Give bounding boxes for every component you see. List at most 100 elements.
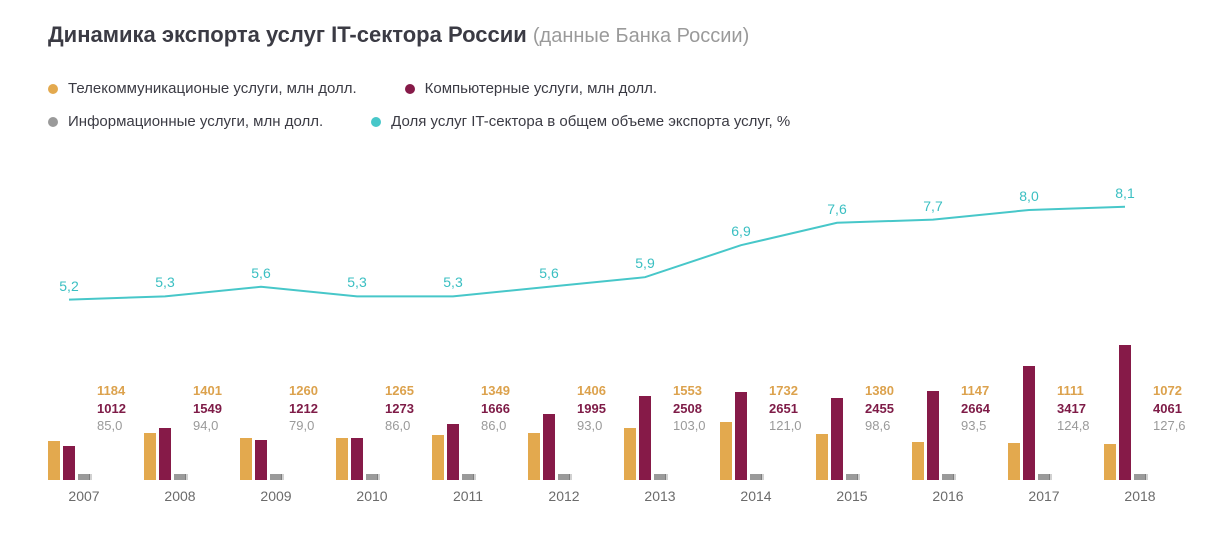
bar: [270, 474, 282, 480]
bar: [432, 435, 444, 480]
bar: [366, 474, 378, 480]
bar: [528, 433, 540, 480]
val-comp: 1273: [385, 401, 414, 417]
bar: [831, 398, 843, 480]
bar: [558, 474, 570, 480]
year-col: 1184101285,02007: [48, 178, 144, 504]
dot-icon: [405, 84, 415, 94]
year-label: 2018: [1092, 488, 1188, 504]
year-col: 1401154994,02008: [144, 178, 240, 504]
year-label: 2010: [324, 488, 420, 504]
year-col: 1380245598,62015: [816, 178, 912, 504]
val-comp: 2664: [961, 401, 990, 417]
share-label: 8,0: [1019, 188, 1038, 204]
year-col: 11113417124,82017: [1008, 178, 1104, 504]
title-main: Динамика экспорта услуг IT-сектора Росси…: [48, 22, 527, 47]
dot-icon: [371, 117, 381, 127]
chart-area: 1184101285,020075,21401154994,020085,312…: [48, 178, 1204, 504]
year-col: 15532508103,02013: [624, 178, 720, 504]
year-label: 2008: [132, 488, 228, 504]
bar: [351, 438, 363, 480]
value-labels: 1184 101285,0: [97, 383, 126, 434]
bar: [720, 422, 732, 480]
year-col: 1406199593,02012: [528, 178, 624, 504]
val-comp: 1212: [289, 401, 318, 417]
bar: [447, 424, 459, 480]
year-label: 2015: [804, 488, 900, 504]
val-info: 124,8: [1057, 418, 1090, 434]
legend-share: Доля услуг IT-сектора в общем объеме экс…: [371, 113, 790, 130]
year-label: 2017: [996, 488, 1092, 504]
bar: [816, 434, 828, 480]
title-sub: (данные Банка России): [533, 25, 749, 47]
val-telecom: 1111: [1057, 383, 1090, 399]
bar: [750, 474, 762, 480]
legend-comp: Компьютерные услуги, млн долл.: [405, 80, 657, 97]
value-labels: 1260121279,0: [289, 383, 318, 434]
bar: [927, 391, 939, 480]
val-info: 103,0: [673, 418, 706, 434]
val-comp: 2651: [769, 401, 802, 417]
legend: Телекоммуникационые услуги, млн долл. Ко…: [48, 80, 1048, 146]
year-label: 2014: [708, 488, 804, 504]
year-label: 2012: [516, 488, 612, 504]
legend-telecom: Телекоммуникационые услуги, млн долл.: [48, 80, 357, 97]
share-label: 5,9: [635, 255, 654, 271]
legend-label: Информационные услуги, млн долл.: [68, 113, 323, 130]
val-comp: 1549: [193, 401, 222, 417]
year-label: 2011: [420, 488, 516, 504]
value-labels: 1147266493,5: [961, 383, 990, 434]
val-info: 98,6: [865, 418, 894, 434]
value-labels: 1401 154994,0: [193, 383, 222, 434]
legend-label: Телекоммуникационые услуги, млн долл.: [68, 80, 357, 97]
val-comp: 1666: [481, 401, 510, 417]
val-info: 86,0: [385, 418, 414, 434]
value-labels: 15532508103,0: [673, 383, 706, 434]
year-col: 1260121279,02009: [240, 178, 336, 504]
dot-icon: [48, 84, 58, 94]
share-label: 8,1: [1115, 185, 1134, 201]
year-col: 1147266493,52016: [912, 178, 1008, 504]
bar: [144, 433, 156, 480]
bar: [63, 446, 75, 480]
year-label: 2016: [900, 488, 996, 504]
bar: [462, 474, 474, 480]
val-telecom: 1260: [289, 383, 318, 399]
chart-title: Динамика экспорта услуг IT-сектора Росси…: [48, 22, 749, 48]
bar: [1134, 474, 1146, 480]
val-telecom: 1732: [769, 383, 802, 399]
share-label: 5,2: [59, 278, 78, 294]
legend-info: Информационные услуги, млн долл.: [48, 113, 323, 130]
share-label: 6,9: [731, 223, 750, 239]
bar: [336, 438, 348, 480]
val-comp: 4061: [1153, 401, 1186, 417]
share-label: 7,7: [923, 198, 942, 214]
val-telecom: 1265: [385, 383, 414, 399]
val-comp: 3417: [1057, 401, 1090, 417]
val-telecom: 1349: [481, 383, 510, 399]
share-label: 5,3: [347, 274, 366, 290]
val-telecom: 1184: [97, 383, 126, 399]
year-col: 10724061127,62018: [1104, 178, 1200, 504]
bar: [1119, 345, 1131, 480]
year-label: 2013: [612, 488, 708, 504]
val-comp: 2508: [673, 401, 706, 417]
bar: [735, 392, 747, 480]
year-col: 1349166686,02011: [432, 178, 528, 504]
val-info: 85,0: [97, 418, 126, 434]
value-labels: 1349 166686,0: [481, 383, 510, 434]
val-info: 86,0: [481, 418, 510, 434]
bar: [846, 474, 858, 480]
bar: [1104, 444, 1116, 480]
val-telecom: 1072: [1153, 383, 1186, 399]
year-col: 1265127386,02010: [336, 178, 432, 504]
val-info: 94,0: [193, 418, 222, 434]
val-telecom: 1401: [193, 383, 222, 399]
val-comp: 1012: [97, 401, 126, 417]
val-info: 121,0: [769, 418, 802, 434]
bar: [48, 441, 60, 480]
value-labels: 1265 127386,0: [385, 383, 414, 434]
value-labels: 1732 2651121,0: [769, 383, 802, 434]
bar: [159, 428, 171, 480]
year-label: 2007: [36, 488, 132, 504]
